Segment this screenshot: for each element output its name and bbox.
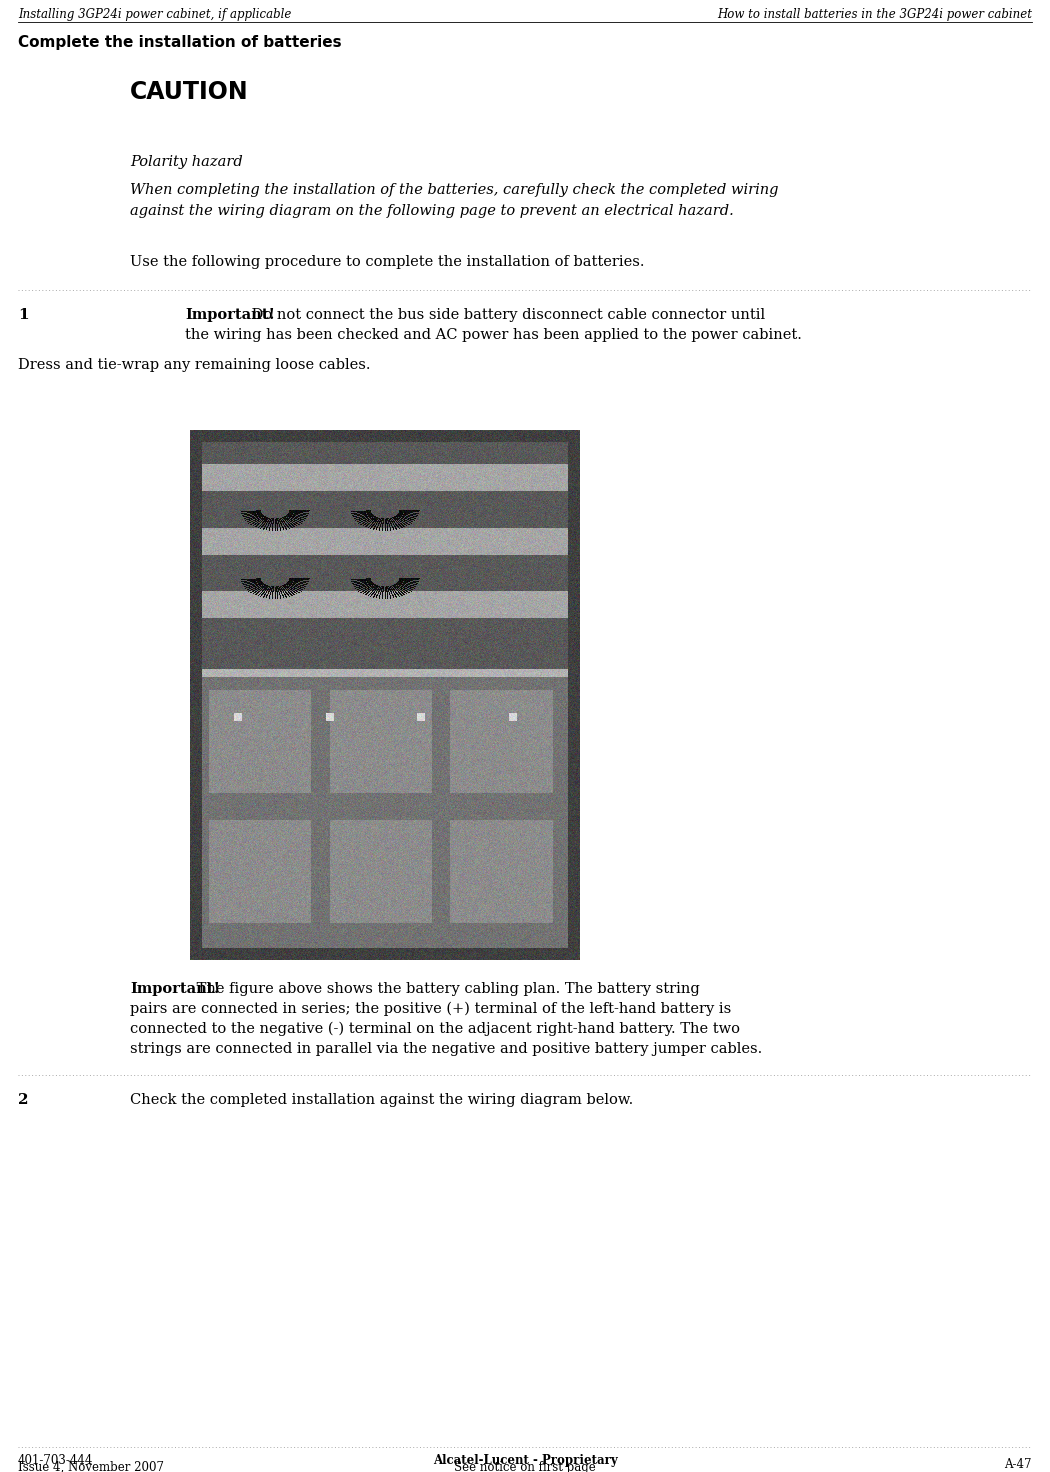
Text: Use the following procedure to complete the installation of batteries.: Use the following procedure to complete … [130, 255, 645, 269]
Text: the wiring has been checked and AC power has been applied to the power cabinet.: the wiring has been checked and AC power… [185, 328, 802, 342]
Text: CAUTION: CAUTION [130, 79, 249, 105]
Text: Alcatel-Lucent - Proprietary: Alcatel-Lucent - Proprietary [433, 1454, 617, 1468]
Text: A-47: A-47 [1005, 1457, 1032, 1471]
Text: Important!: Important! [185, 308, 275, 322]
Text: Important!: Important! [130, 982, 220, 997]
Text: 2: 2 [18, 1094, 28, 1107]
Text: Complete the installation of batteries: Complete the installation of batteries [18, 35, 341, 50]
Text: Polarity hazard: Polarity hazard [130, 155, 243, 169]
Text: connected to the negative (-) terminal on the adjacent right-hand battery. The t: connected to the negative (-) terminal o… [130, 1022, 740, 1036]
Text: See notice on first page: See notice on first page [454, 1462, 596, 1472]
Text: against the wiring diagram on the following page to prevent an electrical hazard: against the wiring diagram on the follow… [130, 205, 734, 218]
Text: pairs are connected in series; the positive (+) terminal of the left-hand batter: pairs are connected in series; the posit… [130, 1002, 731, 1016]
Text: Do not connect the bus side battery disconnect cable connector until: Do not connect the bus side battery disc… [247, 308, 765, 322]
Text: How to install batteries in the 3GP24i power cabinet: How to install batteries in the 3GP24i p… [717, 7, 1032, 21]
Text: strings are connected in parallel via the negative and positive battery jumper c: strings are connected in parallel via th… [130, 1042, 762, 1055]
Text: 401-703-444: 401-703-444 [18, 1454, 93, 1468]
Text: Installing 3GP24i power cabinet, if applicable: Installing 3GP24i power cabinet, if appl… [18, 7, 292, 21]
Text: Dress and tie-wrap any remaining loose cables.: Dress and tie-wrap any remaining loose c… [18, 358, 371, 372]
Text: Issue 4, November 2007: Issue 4, November 2007 [18, 1462, 164, 1472]
Text: When completing the installation of the batteries, carefully check the completed: When completing the installation of the … [130, 183, 778, 197]
Text: 1: 1 [18, 308, 28, 322]
Text: The figure above shows the battery cabling plan. The battery string: The figure above shows the battery cabli… [192, 982, 699, 997]
Text: Check the completed installation against the wiring diagram below.: Check the completed installation against… [130, 1094, 633, 1107]
